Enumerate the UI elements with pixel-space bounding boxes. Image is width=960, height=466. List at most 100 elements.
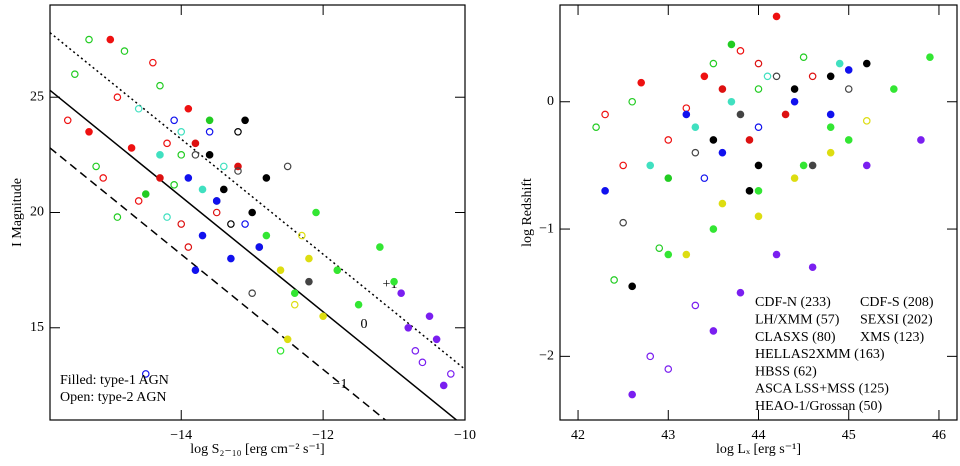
legend-label: CDF-N (233) xyxy=(755,295,831,310)
data-point xyxy=(745,187,754,195)
x-tick-label: −12 xyxy=(312,428,334,443)
data-point xyxy=(262,174,271,182)
data-point xyxy=(754,123,763,132)
data-point xyxy=(826,110,835,119)
data-point xyxy=(754,161,763,170)
data-point xyxy=(718,148,727,157)
data-point xyxy=(92,162,100,171)
data-point xyxy=(835,59,844,68)
data-point xyxy=(85,35,93,44)
line-label: 0 xyxy=(361,317,368,332)
data-point xyxy=(276,266,285,274)
data-point xyxy=(619,161,627,170)
data-point xyxy=(890,85,898,93)
data-point xyxy=(163,213,171,221)
data-point xyxy=(134,197,143,205)
data-point xyxy=(664,174,673,182)
data-point xyxy=(844,66,853,74)
data-point xyxy=(191,139,200,148)
data-point xyxy=(333,266,342,274)
reference-line xyxy=(50,147,387,420)
data-point xyxy=(305,254,313,263)
plot-frame xyxy=(559,4,958,421)
data-point xyxy=(709,136,718,144)
data-point xyxy=(425,312,434,321)
legend-label: XMS (123) xyxy=(860,330,925,345)
y-tick-label: 20 xyxy=(30,205,44,220)
x-tick-label: 46 xyxy=(932,428,946,443)
data-point xyxy=(808,161,817,170)
legend-label: CDF-S (208) xyxy=(860,295,934,310)
legend-label: SEXSI (202) xyxy=(860,313,933,328)
data-point xyxy=(418,358,427,367)
data-point xyxy=(305,277,313,286)
data-point xyxy=(141,190,150,198)
legend-label: ASCA LSS+MSS (125) xyxy=(755,382,889,397)
data-point xyxy=(177,128,186,136)
legend-label: HBSS (62) xyxy=(755,364,817,379)
data-point xyxy=(312,208,320,217)
data-point xyxy=(754,187,763,195)
data-point xyxy=(113,213,122,221)
data-point xyxy=(234,167,242,175)
data-point xyxy=(255,243,264,251)
data-point xyxy=(205,128,214,136)
data-point xyxy=(106,35,115,44)
data-point xyxy=(772,12,781,21)
x-tick-label: 45 xyxy=(842,428,856,443)
data-point xyxy=(397,289,405,297)
data-point xyxy=(248,289,256,297)
x-tick-label: 44 xyxy=(752,428,766,443)
data-point xyxy=(682,110,691,119)
data-point xyxy=(283,162,292,171)
data-point xyxy=(700,174,709,182)
data-point xyxy=(283,335,292,344)
data-point xyxy=(298,231,306,240)
data-point xyxy=(772,72,781,81)
data-point xyxy=(170,116,178,125)
data-point xyxy=(601,110,609,119)
data-point xyxy=(141,370,150,378)
data-point xyxy=(290,289,299,297)
data-point xyxy=(862,161,871,170)
y-tick-label: −2 xyxy=(539,349,554,364)
line-label: −1 xyxy=(333,377,348,392)
data-point xyxy=(156,81,164,90)
data-point xyxy=(411,347,420,355)
data-point xyxy=(71,70,79,78)
data-point xyxy=(177,220,186,228)
data-point xyxy=(700,72,709,81)
data-point xyxy=(191,266,200,274)
plot-frame xyxy=(49,4,466,421)
data-point xyxy=(376,243,384,251)
y-axis-label: I Magnitude xyxy=(10,178,25,247)
data-point xyxy=(134,104,143,113)
data-point xyxy=(664,250,673,259)
data-point xyxy=(170,181,178,189)
data-point xyxy=(754,212,763,221)
data-point xyxy=(184,174,193,182)
x-tick-label: 43 xyxy=(661,428,675,443)
data-point xyxy=(646,352,655,361)
data-point xyxy=(844,136,853,144)
data-point xyxy=(790,174,799,182)
data-point xyxy=(205,151,214,159)
data-point xyxy=(127,144,136,152)
data-point xyxy=(790,85,799,93)
data-point xyxy=(212,208,221,217)
data-point xyxy=(709,225,718,233)
data-point xyxy=(862,59,871,68)
data-point xyxy=(319,312,327,321)
data-point xyxy=(220,162,228,171)
data-point xyxy=(637,78,646,87)
data-point xyxy=(718,85,727,93)
data-point xyxy=(826,72,835,81)
data-point xyxy=(234,128,242,136)
data-point xyxy=(781,110,790,119)
data-point xyxy=(808,72,817,81)
data-point xyxy=(439,381,448,390)
data-point xyxy=(156,151,164,159)
data-point xyxy=(772,250,781,259)
data-point xyxy=(926,53,934,61)
data-point xyxy=(85,128,93,136)
